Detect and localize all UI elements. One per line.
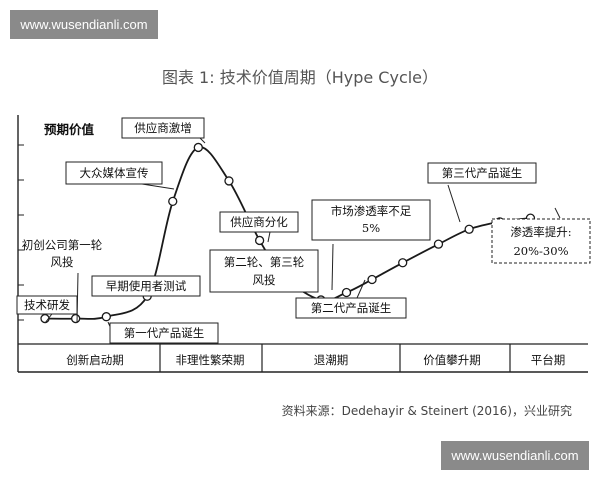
annotation-text-line2: 5% (362, 221, 380, 235)
annotation-text-line1: 市场渗透率不足 (331, 204, 412, 218)
curve-point-11 (367, 274, 377, 285)
annotation-text-line1: 第二轮、第三轮 (224, 255, 305, 269)
phase-dividers (159, 344, 511, 372)
phase-label-3: 价值攀升期 (423, 353, 481, 367)
phase-label-1: 非理性繁荣期 (176, 353, 245, 367)
annotation-text: 第三代产品诞生 (442, 166, 523, 180)
curve-point-1 (71, 313, 81, 324)
curve-point-12 (398, 258, 408, 268)
chart-title: 图表 1: 技术价值周期（Hype Cycle） (161, 68, 439, 87)
annotation-gen3: 第三代产品诞生 (427, 162, 537, 184)
phase-label-4: 平台期 (531, 353, 566, 367)
watermark-top: www.wusendianli.com (10, 10, 158, 39)
annotation-gen2: 第二代产品诞生 (295, 297, 407, 319)
annotation-supplier-surge: 供应商激增 (121, 117, 205, 139)
annotation-text-line2: 20%-30% (513, 244, 568, 258)
source-note: 资料来源：Dedehayir & Steinert (2016)，兴业研究 (281, 404, 572, 418)
curve-point-13 (433, 239, 444, 249)
annotation-text-line2: 风投 (253, 273, 276, 287)
curve-point-5 (193, 142, 203, 153)
annotation-media: 大众媒体宣传 (65, 161, 163, 185)
curve-point-14 (464, 224, 474, 234)
curve-point-10 (341, 287, 352, 298)
annotation-tech-rd: 技术研发 (16, 295, 78, 315)
annotation-text-line1: 初创公司第一轮 (22, 238, 103, 252)
phase-label-2: 退潮期 (314, 353, 349, 367)
annotation-text: 供应商分化 (230, 215, 288, 229)
curve-point-7 (254, 235, 265, 246)
annotation-text-line2: 风投 (51, 255, 74, 269)
annotation-text: 第二代产品诞生 (311, 301, 392, 315)
annotation-penetration-low: 市场渗透率不足 5% (311, 199, 431, 241)
annotation-text-line1: 渗透率提升: (510, 225, 571, 239)
annotation-text: 技术研发 (24, 298, 70, 312)
watermark-bottom: www.wusendianli.com (441, 441, 589, 470)
annotation-text: 第一代产品诞生 (124, 326, 205, 340)
phase-label-0: 创新启动期 (66, 353, 124, 367)
annotation-penetration-up: 渗透率提升: 20%-30% (491, 218, 591, 264)
annotation-supplier-split: 供应商分化 (219, 211, 299, 233)
annotation-gen1: 第一代产品诞生 (109, 322, 219, 344)
annotation-first-round: 初创公司第一轮 风投 (22, 238, 103, 269)
y-ticks (18, 144, 24, 321)
y-axis-label: 预期价值 (44, 122, 95, 137)
annotation-text: 供应商激增 (134, 121, 192, 135)
annotation-text: 早期使用者测试 (106, 279, 187, 293)
annotation-text: 大众媒体宣传 (80, 166, 149, 180)
curve-point-6 (224, 176, 234, 186)
annotation-second-third-round: 第二轮、第三轮 风投 (209, 249, 319, 293)
curve-point-4 (168, 196, 178, 207)
curve-point-2 (101, 312, 111, 322)
annotation-early-adopters: 早期使用者测试 (91, 275, 201, 297)
